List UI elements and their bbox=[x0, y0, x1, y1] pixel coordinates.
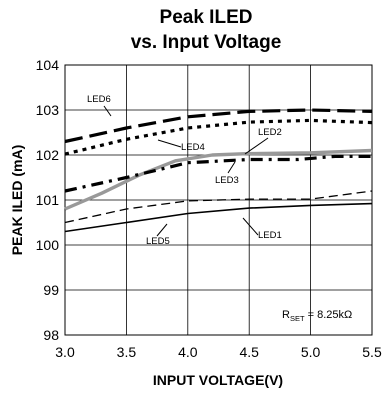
series-label-led5: LED5 bbox=[146, 236, 170, 247]
series-label-led3: LED3 bbox=[215, 175, 239, 186]
series-line-led3 bbox=[64, 154, 372, 193]
y-tick-labels: 98 99 100 101 102 103 104 bbox=[36, 57, 60, 343]
x-tick-label: 3.5 bbox=[117, 344, 137, 360]
y-tick-label: 104 bbox=[36, 57, 60, 73]
rset-sub: SET bbox=[290, 314, 305, 323]
x-tick-label: 3.0 bbox=[55, 344, 75, 360]
y-tick-label: 103 bbox=[36, 102, 60, 118]
leader-led3 bbox=[227, 161, 236, 174]
rset-main: R bbox=[282, 309, 290, 321]
series-label-led6: LED6 bbox=[87, 94, 111, 105]
series-line-led1 bbox=[64, 202, 373, 233]
y-tick-label: 98 bbox=[43, 327, 59, 343]
y-axis-title: PEAK ILED (mA) bbox=[9, 145, 25, 255]
rset-text: RSET = 8.25kΩ bbox=[282, 309, 352, 323]
series-label-led2: LED2 bbox=[258, 127, 282, 138]
chart-title: Peak ILED vs. Input Voltage bbox=[131, 7, 282, 53]
y-tick-label: 99 bbox=[43, 282, 59, 298]
leader-led2 bbox=[244, 137, 269, 155]
x-tick-label: 4.0 bbox=[178, 344, 198, 360]
x-tick-labels: 3.0 3.5 4.0 4.5 5.0 5.5 bbox=[55, 344, 382, 360]
chart-title-line1: Peak ILED bbox=[160, 7, 253, 28]
leader-led6 bbox=[103, 105, 112, 117]
y-tick-label: 102 bbox=[36, 147, 60, 163]
series-label-led4: LED4 bbox=[181, 142, 205, 153]
series-line-led6 bbox=[64, 108, 373, 144]
chart-title-line2: vs. Input Voltage bbox=[131, 32, 282, 53]
series-line-led2 bbox=[64, 148, 373, 211]
leader-led4 bbox=[157, 139, 182, 148]
x-axis-title: INPUT VOLTAGE(V) bbox=[153, 372, 283, 388]
rset-annotation: RSET = 8.25kΩ bbox=[282, 309, 352, 323]
leader-led5 bbox=[156, 223, 168, 237]
x-tick-label: 5.5 bbox=[362, 344, 382, 360]
series-lines bbox=[64, 108, 373, 233]
series-line-led4 bbox=[64, 118, 373, 156]
rset-rest: = 8.25kΩ bbox=[305, 309, 353, 321]
x-tick-label: 4.5 bbox=[239, 344, 259, 360]
y-tick-label: 100 bbox=[36, 237, 60, 253]
x-tick-label: 5.0 bbox=[301, 344, 321, 360]
series-label-led1: LED1 bbox=[258, 230, 282, 241]
y-tick-label: 101 bbox=[36, 192, 60, 208]
leader-led1 bbox=[242, 217, 259, 236]
series-label-group: LED6 LED4 LED2 LED3 LED5 LED1 bbox=[87, 94, 282, 247]
series-line-led5 bbox=[64, 190, 373, 224]
